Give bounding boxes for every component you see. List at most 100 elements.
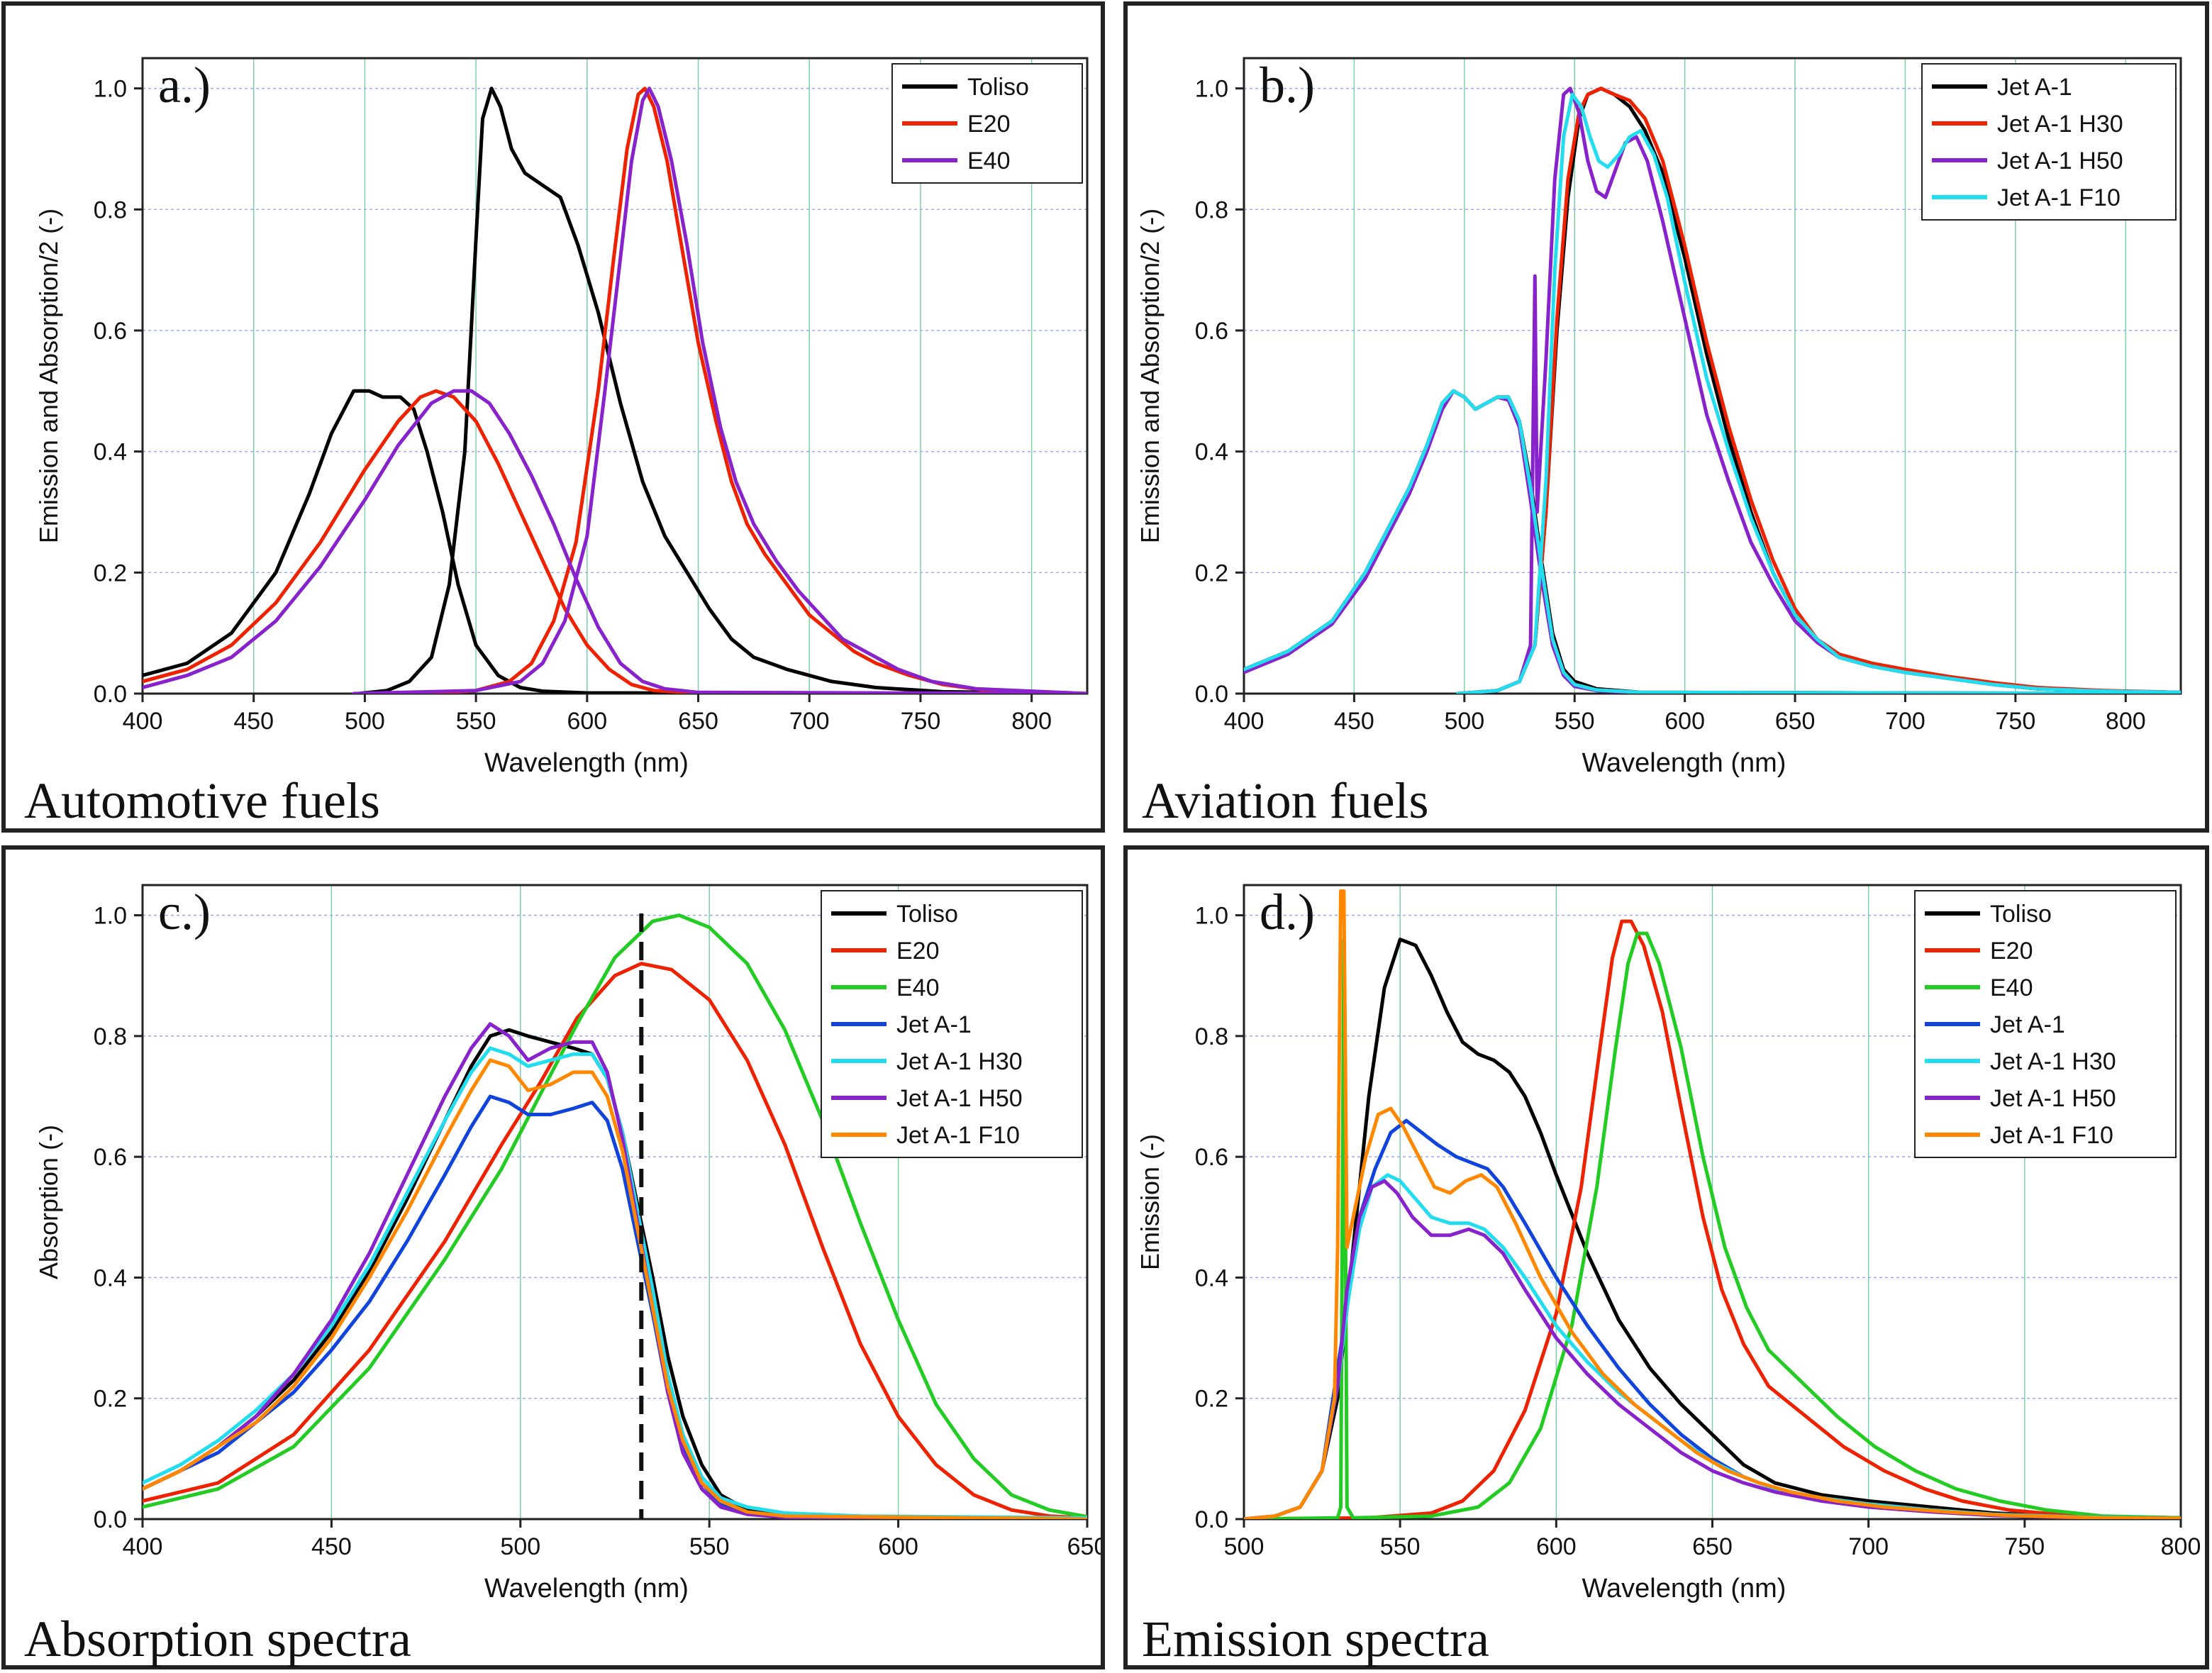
x-tick-label: 450	[311, 1533, 352, 1560]
x-tick-label: 750	[2004, 1533, 2045, 1560]
x-tick-label: 500	[1224, 1533, 1265, 1560]
series-line	[1456, 87, 2181, 694]
legend-entry: Jet A-1 H50	[1990, 1085, 2116, 1112]
panel-label: a.)	[158, 57, 211, 113]
y-tick-label: 1.0	[1195, 903, 1228, 930]
y-tick-label: 0.0	[1195, 681, 1228, 708]
chart-a: 400 450 500 550 600 650 700 750 800 0.0 0.2 0.4 0.6 0…	[34, 57, 1089, 778]
legend-entry: Jet A-1	[1990, 1011, 2065, 1038]
legend-entry: Jet A-1 H30	[896, 1048, 1023, 1075]
y-tick-label: 0.8	[1195, 196, 1228, 223]
series-group	[143, 913, 1087, 1519]
y-tick-label: 0.6	[94, 1144, 127, 1171]
y-tick-label: 0.2	[94, 1386, 127, 1413]
y-axis-label: Emission and Absorption/2 (-)	[1135, 209, 1165, 543]
series-line	[352, 87, 1087, 694]
y-axis-label: Absorption (-)	[34, 1125, 63, 1279]
y-tick-label: 0.6	[1195, 318, 1228, 345]
panel-label: b.)	[1260, 57, 1315, 113]
series-line	[356, 87, 1087, 694]
series-line	[1244, 938, 2181, 1519]
y-tick-label: 0.0	[1195, 1506, 1228, 1533]
series-line	[1244, 919, 2181, 1519]
legend-entry: E20	[967, 111, 1011, 138]
y-tick-label: 0.6	[94, 318, 127, 345]
x-tick-label: 450	[1334, 708, 1374, 735]
y-tick-label: 0.4	[94, 439, 127, 466]
y-tick-label: 0.2	[1195, 560, 1228, 587]
series-line	[143, 1094, 1087, 1519]
series-group	[1244, 87, 2181, 694]
y-tick-label: 0.0	[94, 681, 127, 708]
panel-caption: Absorption spectra	[24, 1611, 411, 1667]
series-line	[143, 1058, 1087, 1519]
x-tick-label: 800	[2161, 1533, 2201, 1560]
legend-entry: E40	[967, 148, 1011, 174]
series-line	[143, 389, 1087, 694]
panel-d: 500 550 600 650 700 750 800 0.0 0.2 0.4 0.6 0.8 1.0 W…	[1123, 845, 2209, 1669]
legend-entry: E40	[1990, 974, 2033, 1001]
legend-entry: Jet A-1 F10	[896, 1122, 1020, 1149]
panel-c: 400 450 500 550 600 650 0.0 0.2 0.4 0.6 0.8 1.0 Wave…	[1, 845, 1105, 1669]
panel-caption: Emission spectra	[1142, 1611, 1489, 1667]
legend-entry: Toliso	[1990, 901, 2052, 928]
x-tick-label: 550	[456, 708, 496, 735]
legend-entry: Jet A-1 H50	[896, 1085, 1023, 1112]
y-tick-label: 0.2	[1195, 1386, 1228, 1413]
y-tick-label: 0.2	[94, 560, 127, 587]
x-tick-label: 550	[1555, 708, 1595, 735]
x-tick-label: 650	[1692, 1533, 1733, 1560]
series-line	[143, 389, 1087, 694]
y-tick-label: 1.0	[94, 903, 127, 930]
legend-entry: Toliso	[967, 74, 1029, 101]
x-tick-label: 500	[1444, 708, 1484, 735]
x-tick-label: 700	[1885, 708, 1925, 735]
y-tick-label: 0.6	[1195, 1144, 1228, 1171]
y-tick-label: 1.0	[94, 76, 127, 103]
series-line	[1244, 931, 2181, 1519]
y-tick-label: 1.0	[1195, 76, 1228, 103]
series-group	[1244, 889, 2181, 1519]
x-tick-label: 700	[1848, 1533, 1889, 1560]
panel-a: 400 450 500 550 600 650 700 750 800 0.0 0.2 0.4 0.6 0…	[1, 1, 1105, 833]
x-axis-label: Wavelength (nm)	[1582, 1574, 1786, 1603]
x-tick-label: 800	[2106, 708, 2146, 735]
legend-entry: Jet A-1 H50	[1997, 148, 2123, 174]
series-group	[143, 87, 1087, 694]
y-tick-label: 0.4	[1195, 439, 1228, 466]
x-tick-label: 550	[689, 1533, 730, 1560]
x-tick-label: 400	[123, 708, 163, 735]
x-tick-label: 600	[1536, 1533, 1577, 1560]
y-tick-label: 0.8	[94, 1023, 127, 1050]
y-tick-label: 0.4	[1195, 1265, 1228, 1291]
legend-entry: Jet A-1 F10	[1997, 184, 2121, 211]
series-line	[143, 913, 1087, 1519]
y-axis-label: Emission and Absorption/2 (-)	[34, 209, 63, 543]
legend-entry: Jet A-1	[1997, 74, 2072, 101]
y-tick-label: 0.4	[94, 1265, 127, 1291]
y-tick-label: 0.8	[94, 196, 127, 223]
panel-b: 400 450 500 550 600 650 700 750 800 0.0 0.2 0.4 0.6 0…	[1123, 1, 2209, 833]
x-tick-label: 600	[1664, 708, 1705, 735]
x-tick-label: 750	[1996, 708, 2036, 735]
x-axis-label: Wavelength (nm)	[484, 1574, 689, 1603]
legend-entry: Jet A-1 H30	[1997, 111, 2123, 138]
legend-entry: Jet A-1	[896, 1011, 972, 1038]
chart-b: 400 450 500 550 600 650 700 750 800 0.0 0.2 0.4 0.6 0…	[1135, 57, 2182, 778]
x-tick-label: 800	[1011, 708, 1052, 735]
legend-entry: Jet A-1 F10	[1990, 1122, 2113, 1149]
chart-c: 400 450 500 550 600 650 0.0 0.2 0.4 0.6 0.8 1.0 Wave…	[34, 884, 1101, 1603]
series-line	[429, 87, 1087, 694]
series-line	[1244, 1179, 2181, 1519]
y-tick-label: 0.0	[94, 1506, 127, 1533]
x-tick-label: 500	[500, 1533, 540, 1560]
series-line	[1244, 889, 2181, 1519]
series-line	[1456, 92, 2181, 694]
series-line	[1244, 389, 2181, 694]
panel-caption: Automotive fuels	[24, 772, 380, 829]
legend-entry: Toliso	[896, 901, 958, 928]
series-line	[143, 1022, 1087, 1519]
x-axis-label: Wavelength (nm)	[1582, 748, 1786, 778]
legend-entry: Jet A-1 H30	[1990, 1048, 2116, 1075]
x-tick-label: 650	[678, 708, 718, 735]
